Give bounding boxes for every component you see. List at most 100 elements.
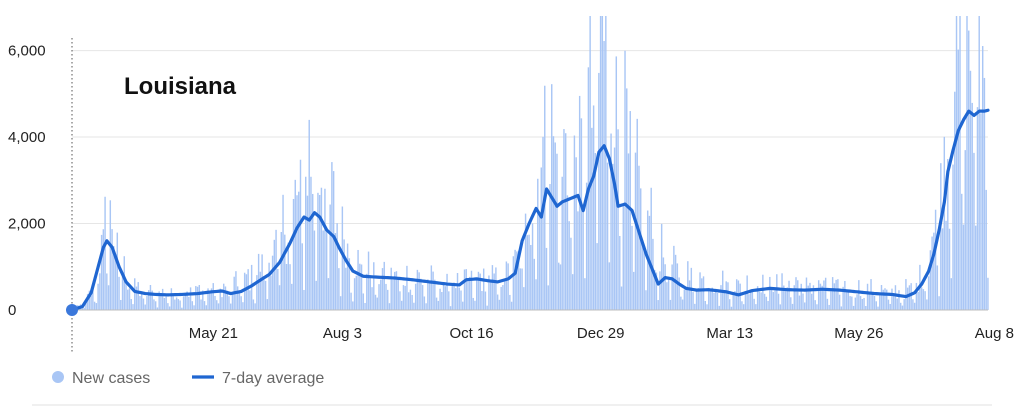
daily-bar: [615, 56, 618, 310]
daily-bar: [749, 290, 752, 310]
daily-bar: [207, 288, 209, 310]
daily-bar: [608, 262, 611, 310]
daily-bar: [102, 229, 105, 310]
daily-bar: [411, 294, 413, 310]
daily-bar: [500, 286, 502, 310]
daily-bar: [132, 304, 134, 310]
daily-bar: [252, 299, 255, 310]
daily-bar: [463, 269, 466, 310]
daily-bar: [817, 280, 820, 310]
daily-bar: [601, 16, 604, 310]
daily-bar: [195, 286, 197, 310]
daily-bar: [85, 300, 87, 310]
daily-bar: [943, 136, 946, 310]
daily-bar: [859, 296, 862, 310]
daily-bar: [720, 285, 722, 310]
daily-bar: [952, 164, 954, 310]
daily-bar: [125, 283, 127, 310]
daily-bar: [467, 278, 469, 310]
daily-bar: [697, 287, 700, 310]
daily-bar: [238, 292, 241, 310]
start-point-dot: [66, 304, 78, 316]
daily-bar: [777, 293, 780, 310]
daily-bar: [182, 296, 185, 310]
daily-bar: [594, 152, 597, 310]
daily-bar: [879, 293, 881, 310]
daily-bar: [516, 251, 518, 310]
daily-bar: [744, 291, 747, 310]
daily-bar: [332, 171, 335, 310]
y-tick-label: 2,000: [8, 216, 46, 233]
daily-bar: [732, 294, 734, 310]
daily-bar: [350, 292, 352, 310]
daily-bar: [364, 302, 366, 310]
daily-bar: [653, 269, 656, 310]
daily-bar: [294, 179, 296, 310]
daily-bar: [968, 30, 970, 310]
daily-bar: [598, 72, 600, 311]
daily-bar: [760, 292, 762, 310]
daily-bar: [931, 236, 933, 310]
daily-bar: [114, 254, 117, 310]
daily-bar: [854, 297, 857, 310]
daily-bar: [352, 301, 354, 310]
daily-bar: [392, 279, 394, 310]
daily-bar: [99, 273, 101, 310]
daily-bar: [353, 278, 356, 310]
daily-bar: [826, 298, 829, 310]
daily-bar: [917, 292, 919, 310]
daily-bar: [981, 46, 984, 311]
daily-bar: [221, 297, 223, 310]
daily-bar: [191, 301, 194, 310]
daily-bar: [231, 291, 234, 310]
daily-bar: [805, 277, 808, 310]
daily-bar: [409, 289, 412, 310]
daily-bar: [228, 296, 230, 310]
daily-bar: [242, 302, 244, 310]
daily-bar: [399, 291, 401, 310]
daily-bar: [633, 271, 635, 310]
daily-bar: [973, 152, 975, 310]
daily-bar: [305, 176, 307, 310]
daily-bar: [728, 299, 731, 310]
x-tick-label: Aug 8: [975, 325, 1014, 342]
x-tick-label: Dec 29: [577, 325, 625, 342]
daily-bar: [770, 288, 773, 310]
daily-bar: [807, 285, 809, 310]
daily-bar: [715, 288, 717, 310]
daily-bar: [120, 299, 122, 310]
daily-bar: [571, 274, 574, 310]
daily-bar: [387, 289, 389, 310]
daily-bar: [446, 273, 448, 310]
daily-bar: [845, 290, 848, 310]
daily-bar: [345, 267, 347, 310]
daily-bar: [430, 265, 433, 310]
daily-bar: [503, 280, 506, 310]
daily-bar: [645, 290, 647, 310]
daily-bar: [673, 245, 675, 310]
daily-bar: [723, 293, 726, 310]
daily-bar: [915, 282, 918, 310]
daily-bar: [912, 299, 914, 310]
daily-bar: [175, 297, 178, 310]
daily-bar: [100, 234, 103, 310]
daily-bar: [311, 193, 314, 310]
daily-bar: [184, 294, 187, 310]
daily-bar: [451, 285, 454, 310]
daily-bar: [819, 283, 822, 310]
daily-bar: [369, 275, 371, 310]
daily-bar: [558, 262, 560, 310]
daily-bar: [212, 283, 214, 310]
daily-bar: [423, 296, 426, 310]
daily-bar: [858, 280, 860, 310]
daily-bar: [936, 265, 939, 310]
daily-bar: [378, 284, 380, 310]
daily-bar: [833, 283, 836, 310]
daily-bar: [617, 129, 619, 310]
daily-bar: [235, 271, 237, 310]
daily-bar: [374, 294, 377, 310]
daily-bar: [577, 211, 579, 310]
daily-bar: [671, 264, 673, 310]
daily-bar: [922, 289, 925, 310]
daily-bar: [938, 296, 940, 310]
